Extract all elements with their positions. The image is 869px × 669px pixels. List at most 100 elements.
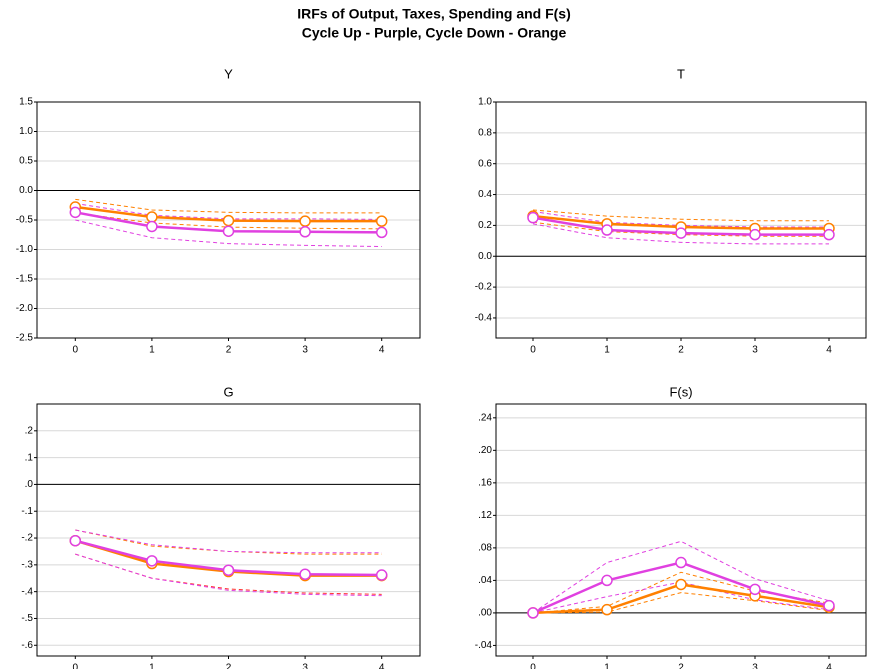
y-tick-label: -2.0 bbox=[16, 303, 34, 314]
y-tick-label: .16 bbox=[478, 477, 492, 488]
band-line bbox=[75, 553, 382, 595]
x-tick-label: 4 bbox=[826, 345, 832, 356]
panel-title: F(s) bbox=[669, 384, 692, 399]
band-line bbox=[75, 529, 382, 554]
band-line bbox=[532, 571, 830, 614]
x-tick-label: 2 bbox=[678, 663, 684, 669]
y-tick-label: -0.2 bbox=[475, 282, 493, 293]
x-tick-label: 1 bbox=[604, 663, 610, 669]
point-marker bbox=[146, 555, 158, 567]
y-tick-label: -.5 bbox=[21, 613, 33, 624]
y-tick-label: -.04 bbox=[475, 640, 493, 651]
band-line bbox=[532, 223, 829, 245]
x-tick-label: 2 bbox=[678, 345, 684, 356]
x-tick-label: 1 bbox=[604, 345, 610, 356]
point-marker bbox=[601, 224, 613, 236]
y-tick-label: 1.0 bbox=[478, 97, 492, 108]
panel-title: G bbox=[223, 384, 233, 399]
y-tick-label: -1.5 bbox=[16, 274, 34, 285]
chart-title: IRFs of Output, Taxes, Spending and F(s) bbox=[297, 6, 571, 22]
panel-title: Y bbox=[224, 66, 233, 81]
x-tick-label: 0 bbox=[73, 345, 79, 356]
point-marker bbox=[527, 607, 539, 619]
y-tick-label: .00 bbox=[478, 608, 492, 619]
x-tick-label: 0 bbox=[530, 663, 536, 669]
band-line bbox=[75, 212, 382, 230]
point-marker bbox=[69, 534, 82, 547]
x-tick-label: 0 bbox=[530, 345, 536, 356]
y-tick-label: -0.5 bbox=[16, 215, 34, 226]
y-tick-label: 0.4 bbox=[478, 189, 492, 200]
point-marker bbox=[299, 226, 311, 238]
y-tick-label: 1.0 bbox=[19, 126, 33, 137]
x-tick-label: 4 bbox=[826, 663, 832, 669]
x-tick-label: 3 bbox=[752, 345, 758, 356]
point-marker bbox=[749, 583, 761, 596]
point-marker bbox=[675, 578, 687, 591]
point-marker bbox=[222, 564, 235, 576]
plot-frame bbox=[495, 101, 867, 339]
y-tick-label: .08 bbox=[478, 543, 492, 554]
point-marker bbox=[222, 225, 235, 237]
y-tick-label: .2 bbox=[25, 425, 34, 436]
band-line bbox=[75, 529, 382, 555]
chart-subtitle: Cycle Up - Purple, Cycle Down - Orange bbox=[302, 25, 567, 41]
y-tick-label: 0.0 bbox=[478, 251, 492, 262]
band-line bbox=[532, 581, 830, 614]
x-tick-label: 3 bbox=[302, 663, 308, 669]
point-marker bbox=[299, 568, 311, 580]
point-marker bbox=[222, 214, 235, 227]
x-tick-label: 2 bbox=[226, 345, 232, 356]
x-tick-label: 4 bbox=[379, 663, 385, 669]
plot-frame bbox=[36, 101, 421, 339]
point-marker bbox=[375, 226, 388, 239]
y-tick-label: 0.6 bbox=[478, 158, 492, 169]
point-marker bbox=[823, 228, 835, 241]
y-tick-label: -.1 bbox=[21, 506, 33, 517]
point-marker bbox=[146, 220, 158, 233]
y-tick-label: 0.0 bbox=[19, 185, 33, 196]
x-tick-label: 3 bbox=[302, 345, 308, 356]
y-tick-label: .0 bbox=[25, 479, 34, 490]
x-tick-label: 4 bbox=[379, 345, 385, 356]
point-marker bbox=[601, 603, 613, 616]
y-tick-label: 0.8 bbox=[478, 127, 492, 138]
point-marker bbox=[675, 556, 687, 569]
point-marker bbox=[375, 569, 388, 581]
point-marker bbox=[601, 574, 613, 587]
x-tick-label: 0 bbox=[73, 663, 79, 669]
y-tick-label: .04 bbox=[478, 575, 492, 586]
point-marker bbox=[146, 211, 158, 223]
point-marker bbox=[823, 599, 835, 612]
plot-frame bbox=[36, 403, 421, 657]
y-tick-label: .24 bbox=[478, 412, 492, 423]
band-line bbox=[75, 553, 382, 597]
plot-frame bbox=[495, 403, 867, 657]
x-tick-label: 3 bbox=[752, 663, 758, 669]
y-tick-label: .20 bbox=[478, 445, 492, 456]
point-marker bbox=[299, 215, 311, 227]
x-tick-label: 1 bbox=[149, 663, 155, 669]
x-tick-label: 2 bbox=[226, 663, 232, 669]
y-tick-label: .12 bbox=[478, 510, 492, 521]
y-tick-label: -.4 bbox=[21, 586, 33, 597]
y-tick-label: -.3 bbox=[21, 559, 33, 570]
point-marker bbox=[675, 227, 687, 239]
y-tick-label: -.6 bbox=[21, 640, 33, 651]
band-line bbox=[75, 219, 382, 248]
y-tick-label: 0.5 bbox=[19, 156, 33, 167]
point-marker bbox=[69, 206, 82, 219]
y-tick-label: -2.5 bbox=[16, 333, 34, 344]
y-tick-label: 1.5 bbox=[19, 97, 33, 108]
band-line bbox=[75, 198, 382, 214]
band-line bbox=[532, 540, 830, 614]
y-tick-label: -1.0 bbox=[16, 244, 34, 255]
y-tick-label: 0.2 bbox=[478, 220, 492, 231]
x-tick-label: 1 bbox=[149, 345, 155, 356]
band-line bbox=[532, 209, 829, 222]
point-marker bbox=[749, 228, 761, 241]
point-marker bbox=[527, 211, 539, 224]
panel-title: T bbox=[677, 66, 685, 81]
band-line bbox=[532, 592, 830, 614]
